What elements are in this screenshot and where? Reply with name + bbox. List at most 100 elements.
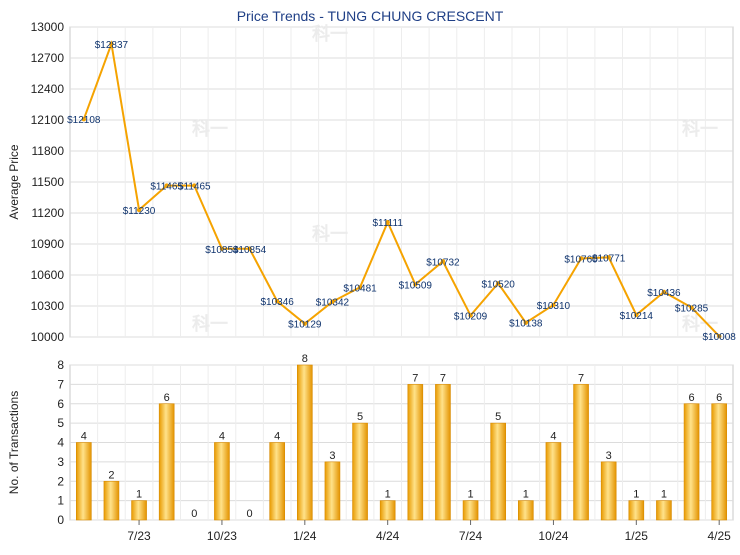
price-line — [82, 39, 720, 337]
transaction-bar — [573, 384, 589, 521]
y-tick-label: 6 — [57, 397, 64, 411]
transaction-bar — [435, 384, 451, 521]
y-tick-label: 10000 — [31, 330, 65, 344]
y-tick-label: 12100 — [31, 113, 65, 127]
y-tick-label: 10900 — [31, 237, 65, 251]
price-point — [661, 289, 667, 295]
transaction-bar — [158, 403, 175, 521]
price-data-label: $11465 — [150, 182, 183, 193]
transaction-data-label: 4 — [550, 431, 556, 443]
price-data-label: $10481 — [343, 283, 377, 294]
transaction-data-label: 4 — [219, 431, 225, 443]
price-point — [164, 183, 169, 188]
price-data-label: $12837 — [95, 40, 129, 51]
x-tick-label: 4/24 — [376, 529, 400, 543]
y-tick-label: 7 — [57, 377, 64, 391]
transaction-data-label: 2 — [108, 469, 114, 481]
y-tick-label: 3 — [57, 455, 64, 469]
transaction-data-label: 3 — [606, 450, 612, 462]
transaction-bar — [269, 442, 285, 521]
transaction-bar — [600, 461, 617, 521]
price-data-label: $10760 — [564, 254, 598, 265]
transaction-data-label: 1 — [468, 489, 474, 501]
transaction-data-label: 3 — [329, 450, 335, 462]
y-tick-label: 1 — [57, 494, 64, 508]
transaction-bar — [352, 422, 368, 521]
transaction-data-label: 4 — [274, 431, 280, 443]
watermark-text: 科一 — [192, 118, 228, 139]
price-data-label: $10138 — [509, 319, 543, 330]
price-data-label: $11230 — [123, 206, 156, 217]
transaction-bar — [462, 500, 479, 521]
price-data-label: $10346 — [261, 297, 295, 308]
price-point — [219, 246, 225, 251]
price-point — [578, 256, 584, 261]
chart-title: Price Trends - TUNG CHUNG CRESCENT — [237, 8, 504, 24]
x-tick-label: 4/25 — [708, 529, 732, 543]
y-tick-label: 12700 — [31, 51, 65, 65]
price-point — [468, 313, 473, 318]
price-point — [551, 302, 556, 308]
price-point — [109, 41, 114, 47]
price-point — [440, 259, 446, 264]
price-point — [495, 281, 501, 286]
y-tick-label: 8 — [57, 358, 64, 372]
transaction-bar — [628, 500, 645, 521]
x-tick-label: 10/24 — [538, 529, 568, 543]
transaction-bar — [545, 442, 562, 521]
transaction-data-label: 6 — [716, 392, 722, 404]
transaction-data-label: 1 — [385, 489, 391, 501]
transaction-data-label: 5 — [357, 411, 363, 423]
transaction-data-label: 7 — [440, 372, 446, 384]
transaction-bar — [76, 442, 92, 521]
price-data-label: $11111 — [372, 218, 403, 229]
price-point — [606, 255, 611, 260]
price-point — [523, 320, 529, 325]
transaction-bar — [324, 461, 341, 521]
transaction-data-label: 1 — [633, 489, 639, 501]
transaction-bar — [214, 442, 230, 521]
transaction-data-label: 5 — [495, 411, 501, 423]
transaction-data-label: 4 — [81, 431, 87, 443]
price-point — [385, 219, 390, 225]
y-tick-label: 5 — [57, 416, 64, 430]
price-point — [247, 246, 252, 251]
transaction-bar — [379, 500, 396, 521]
price-data-label: $10285 — [675, 304, 709, 315]
watermark-text: 科一 — [312, 223, 348, 244]
transaction-data-label: 0 — [191, 508, 197, 520]
price-data-label: $10771 — [592, 253, 626, 264]
transaction-data-label: 6 — [689, 392, 695, 404]
transaction-data-label: 0 — [247, 508, 253, 520]
transaction-bar — [297, 364, 313, 521]
price-data-label: $10214 — [620, 311, 654, 322]
price-data-label: $10854 — [205, 245, 239, 256]
price-point — [330, 299, 335, 304]
transactions-panel: 0 1 2 3 4 5 6 7 8 No. of Transactions 4 2 1 6 0 4 0 4 8 3 5 1… — [7, 353, 734, 543]
price-data-label: $10732 — [426, 257, 460, 268]
y-axis-label: Average Price — [7, 144, 21, 219]
transaction-bar — [656, 500, 672, 521]
transaction-data-label: 6 — [164, 392, 170, 404]
x-tick-label: 7/24 — [459, 529, 483, 543]
y-tick-label: 13000 — [31, 20, 65, 34]
price-point — [689, 305, 694, 310]
transaction-data-label: 7 — [578, 372, 584, 384]
transaction-bar — [711, 403, 727, 521]
y-tick-label: 11200 — [32, 206, 65, 220]
price-data-label: $10008 — [703, 332, 737, 343]
y-tick-label: 12400 — [31, 82, 65, 96]
transaction-data-label: 8 — [302, 353, 308, 365]
y-tick-label: 2 — [57, 474, 64, 488]
transaction-bar — [103, 480, 120, 521]
price-data-label: $11465 — [178, 182, 211, 193]
price-point — [192, 183, 197, 188]
price-data-label: $10129 — [288, 320, 322, 331]
transaction-bar — [518, 500, 534, 521]
price-data-label: $10342 — [316, 298, 350, 309]
watermark-text: 科一 — [192, 313, 228, 334]
y-tick-label: 11800 — [32, 144, 65, 158]
watermark-text: 科一 — [312, 23, 348, 44]
